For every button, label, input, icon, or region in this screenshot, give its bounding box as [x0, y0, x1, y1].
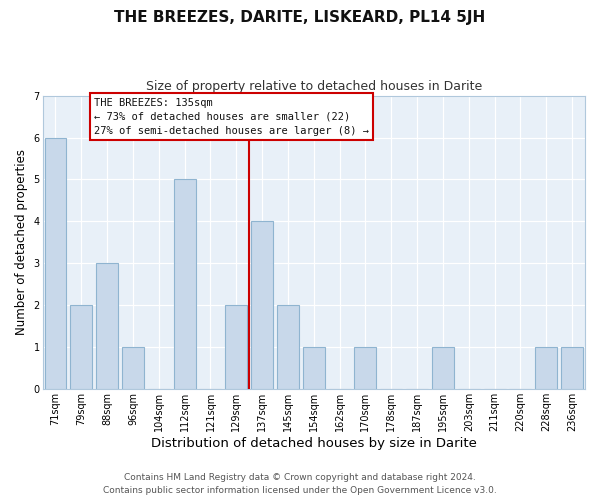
Bar — [277, 306, 299, 390]
X-axis label: Distribution of detached houses by size in Darite: Distribution of detached houses by size … — [151, 437, 477, 450]
Bar — [70, 306, 92, 390]
Bar — [561, 348, 583, 390]
Bar — [535, 348, 557, 390]
Text: THE BREEZES: 135sqm
← 73% of detached houses are smaller (22)
27% of semi-detach: THE BREEZES: 135sqm ← 73% of detached ho… — [94, 98, 369, 136]
Text: Contains HM Land Registry data © Crown copyright and database right 2024.
Contai: Contains HM Land Registry data © Crown c… — [103, 474, 497, 495]
Bar — [303, 348, 325, 390]
Bar — [355, 348, 376, 390]
Bar — [251, 222, 273, 390]
Title: Size of property relative to detached houses in Darite: Size of property relative to detached ho… — [146, 80, 482, 93]
Bar — [96, 264, 118, 390]
Bar — [173, 180, 196, 390]
Y-axis label: Number of detached properties: Number of detached properties — [15, 150, 28, 336]
Bar — [226, 306, 247, 390]
Text: THE BREEZES, DARITE, LISKEARD, PL14 5JH: THE BREEZES, DARITE, LISKEARD, PL14 5JH — [115, 10, 485, 25]
Bar — [432, 348, 454, 390]
Bar — [122, 348, 144, 390]
Bar — [44, 138, 67, 390]
